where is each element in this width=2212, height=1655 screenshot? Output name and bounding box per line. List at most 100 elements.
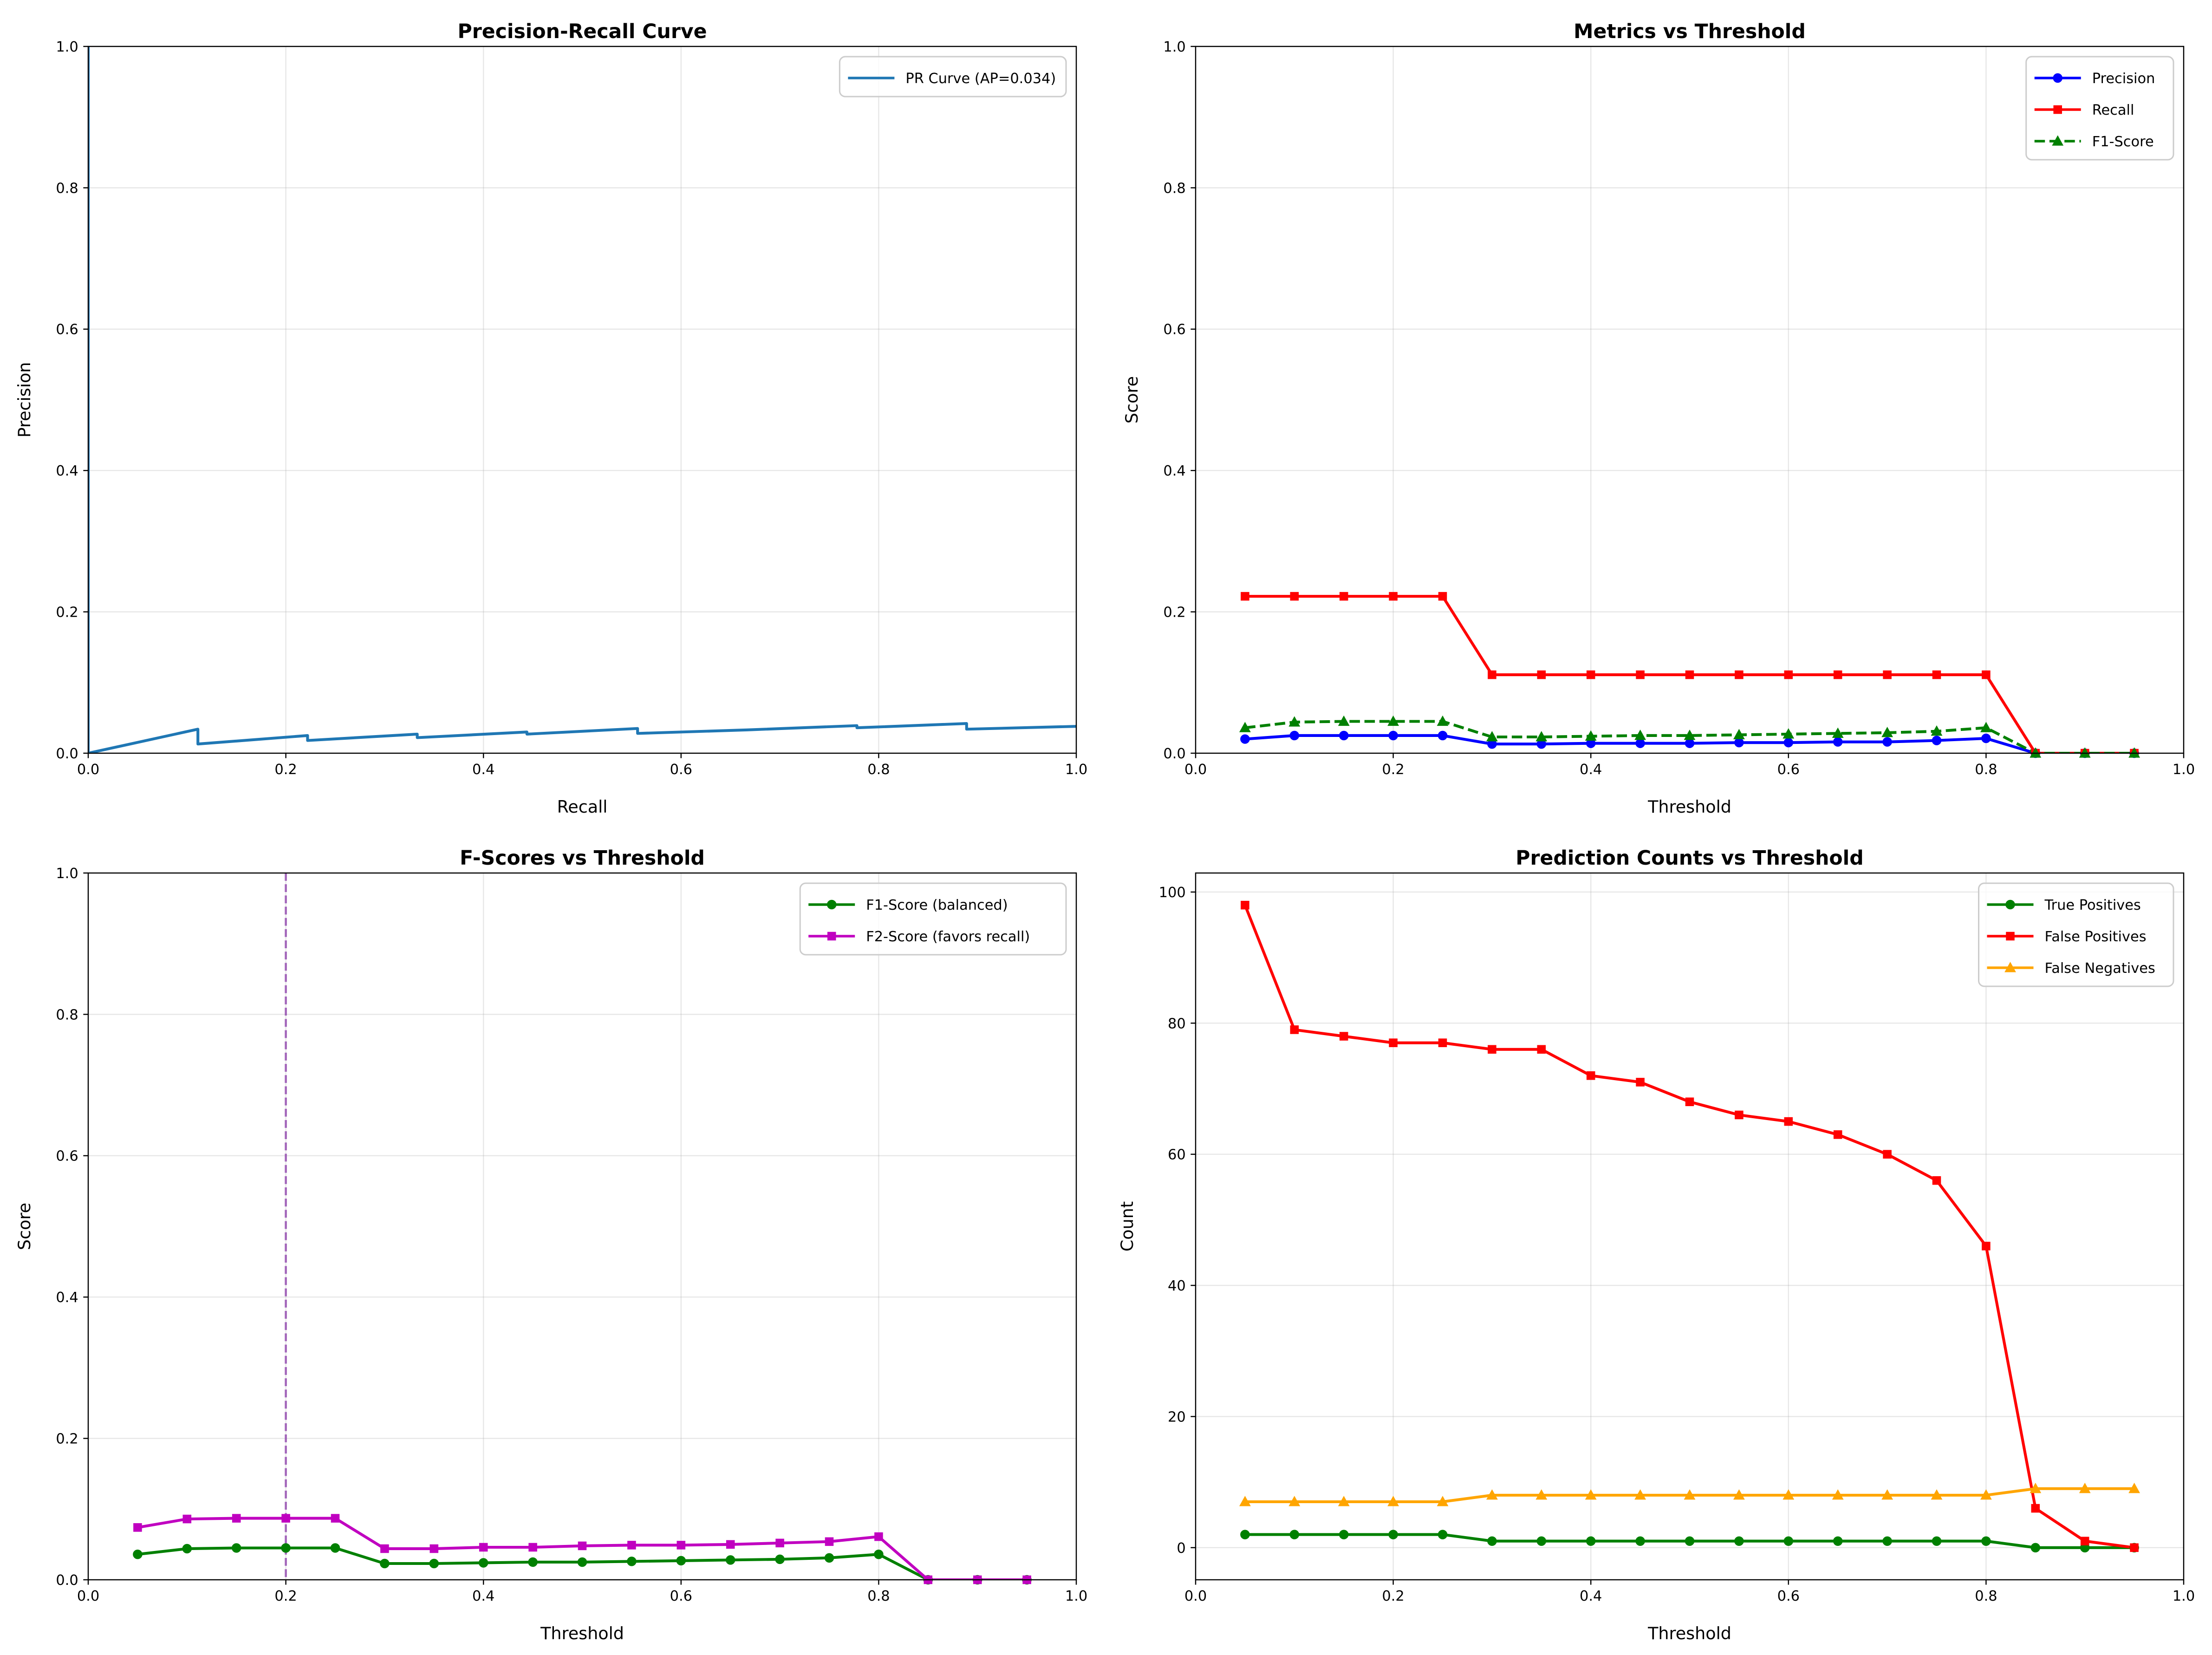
data-point-2 <box>1982 1242 1991 1251</box>
x-tick-label: 0.0 <box>77 762 99 778</box>
data-point-2 <box>1586 670 1595 679</box>
y-tick-label: 0.6 <box>1163 322 1185 338</box>
data-point-2 <box>281 1514 290 1523</box>
data-point-1 <box>1833 737 1843 747</box>
x-tick-label: 0.8 <box>867 762 890 778</box>
legend-item-1: Precision <box>2034 71 2155 87</box>
data-point-1 <box>824 1553 834 1563</box>
y-tick-label: 0.0 <box>1163 746 1185 762</box>
legend-handle-marker <box>2052 135 2064 146</box>
data-point-3 <box>1535 731 1548 742</box>
data-point-1 <box>1289 1530 1300 1539</box>
data-point-2 <box>331 1514 340 1523</box>
legend: F1-Score (balanced) F2-Score (favors reca… <box>799 882 1067 956</box>
legend: True Positives False Positives False Negat… <box>1978 882 2174 987</box>
data-point-2 <box>1883 670 1892 679</box>
y-axis-label: Score <box>14 1203 34 1250</box>
data-point-2 <box>1735 670 1744 679</box>
data-point-3 <box>1980 1489 1992 1500</box>
data-point-2 <box>1636 1078 1645 1087</box>
data-point-1 <box>330 1543 340 1553</box>
data-point-2 <box>528 1543 537 1552</box>
data-point-3 <box>1239 722 1251 732</box>
legend-handle-marker <box>2006 932 2015 941</box>
data-point-3 <box>1585 1489 1597 1500</box>
chart-title: Metrics vs Threshold <box>1574 20 1806 43</box>
data-point-1 <box>1438 1530 1448 1539</box>
data-point-1 <box>1388 1530 1398 1539</box>
data-point-3 <box>1684 730 1696 740</box>
data-point-1 <box>627 1557 637 1566</box>
data-point-2 <box>2080 1537 2089 1545</box>
data-point-3 <box>1486 1489 1498 1500</box>
legend-handle-marker <box>827 932 836 941</box>
legend-label: PR Curve (AP=0.034) <box>905 71 1056 87</box>
x-axis-label: Threshold <box>540 1623 624 1643</box>
data-point-2 <box>1537 670 1546 679</box>
legend-box <box>2025 56 2174 161</box>
x-tick-label: 0.0 <box>1184 762 1207 778</box>
data-point-2 <box>1488 670 1496 679</box>
data-point-1 <box>1240 734 1250 744</box>
x-tick-label: 0.4 <box>472 762 494 778</box>
data-point-2 <box>133 1523 142 1532</box>
x-tick-label: 1.0 <box>1065 762 1087 778</box>
data-point-1 <box>1932 1536 1942 1546</box>
x-tick-label: 1.0 <box>2173 762 2195 778</box>
data-point-3 <box>1783 728 1795 739</box>
data-point-1 <box>2030 1543 2041 1553</box>
data-point-1 <box>1339 730 1349 741</box>
data-point-3 <box>2079 1482 2091 1493</box>
data-point-1 <box>1685 738 1695 748</box>
data-point-2 <box>429 1544 439 1553</box>
data-point-3 <box>2030 1482 2042 1493</box>
data-point-1 <box>231 1543 241 1553</box>
y-tick-label: 1.0 <box>56 866 78 882</box>
legend-item-3: False Negatives <box>1987 960 2155 977</box>
data-point-3 <box>1338 1496 1350 1506</box>
legend-box <box>799 882 1067 956</box>
data-point-1 <box>1635 1536 1645 1546</box>
data-point-3 <box>1931 1489 1943 1500</box>
data-point-3 <box>1832 727 1844 738</box>
data-point-2 <box>1290 592 1299 601</box>
data-point-3 <box>1585 730 1597 741</box>
data-point-1 <box>775 1554 785 1564</box>
x-tick-label: 0.2 <box>1382 1588 1404 1604</box>
data-point-1 <box>1981 733 1991 743</box>
data-point-1 <box>528 1557 538 1567</box>
y-tick-label: 100 <box>1159 885 1186 901</box>
x-tick-label: 0.2 <box>274 762 297 778</box>
data-point-2 <box>1833 1130 1842 1139</box>
data-point-2 <box>726 1540 735 1549</box>
data-point-1 <box>1734 737 1744 748</box>
data-point-1 <box>1981 1536 1991 1546</box>
y-tick-label: 0.4 <box>56 1290 78 1306</box>
data-point-2 <box>825 1537 834 1546</box>
legend-box <box>1978 882 2174 987</box>
data-point-2 <box>1488 1045 1496 1054</box>
data-point-1 <box>1882 1536 1892 1546</box>
x-tick-label: 0.0 <box>77 1588 99 1604</box>
data-point-1 <box>1882 737 1892 747</box>
data-point-2 <box>1784 1117 1793 1126</box>
y-tick-label: 40 <box>1168 1278 1186 1294</box>
y-tick-label: 0.4 <box>1163 463 1185 479</box>
data-point-1 <box>182 1544 192 1554</box>
legend-label: F1-Score <box>2092 134 2154 150</box>
data-point-1 <box>1734 1536 1744 1546</box>
data-point-2 <box>1932 670 1941 679</box>
data-point-2 <box>1339 1032 1348 1041</box>
legend-item-2: False Positives <box>1987 929 2147 945</box>
data-point-2 <box>578 1541 587 1551</box>
x-tick-label: 0.8 <box>867 1588 890 1604</box>
data-point-2 <box>380 1544 389 1553</box>
y-tick-label: 0.8 <box>56 180 78 196</box>
x-tick-label: 0.4 <box>1580 1588 1602 1604</box>
data-point-2 <box>479 1543 488 1552</box>
x-tick-label: 0.8 <box>1975 1588 1997 1604</box>
data-point-2 <box>1883 1150 1892 1159</box>
x-tick-label: 0.6 <box>670 1588 692 1604</box>
data-point-1 <box>725 1555 735 1565</box>
